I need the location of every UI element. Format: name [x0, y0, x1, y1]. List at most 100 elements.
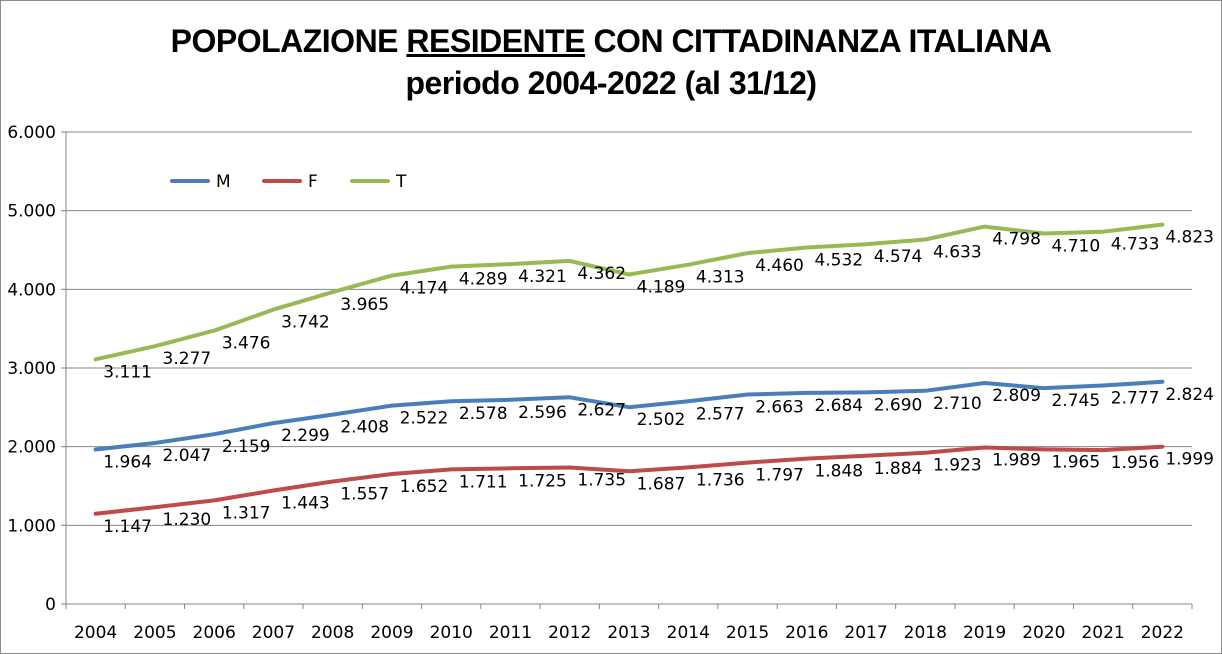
axes: [61, 131, 1193, 609]
x-tick-label: 2010: [430, 623, 473, 643]
data-label-M: 2.690: [874, 395, 923, 415]
data-label-M: 2.159: [222, 437, 271, 457]
x-tick-label: 2019: [963, 623, 1006, 643]
x-tick-label: 2004: [74, 623, 117, 643]
data-label-F: 1.965: [1052, 452, 1101, 472]
data-label-T: 4.633: [933, 243, 982, 263]
series-line-T: [93, 222, 1165, 362]
data-label-T: 4.710: [1052, 236, 1101, 256]
data-label-T: 4.189: [637, 277, 686, 297]
data-label-T: 3.742: [281, 313, 330, 333]
x-tick-label: 2020: [1022, 623, 1065, 643]
data-label-M: 2.299: [281, 426, 330, 446]
data-label-T: 4.174: [400, 279, 449, 299]
data-label-M: 2.710: [933, 394, 982, 414]
data-label-F: 1.797: [755, 466, 804, 486]
data-label-M: 2.577: [696, 404, 745, 424]
x-tick-label: 2017: [844, 623, 887, 643]
data-label-F: 1.687: [637, 474, 686, 494]
y-tick-label: 2.000: [7, 438, 56, 458]
data-label-M: 2.596: [518, 403, 567, 423]
x-tick-label: 2013: [607, 623, 650, 643]
y-tick-label: 1.000: [7, 516, 56, 536]
x-tick-label: 2011: [489, 623, 532, 643]
data-label-F: 1.999: [1165, 450, 1214, 470]
series-lines: [93, 222, 1165, 516]
data-label-F: 1.557: [340, 485, 389, 505]
data-label-M: 2.824: [1165, 385, 1214, 405]
x-tick-label: 2022: [1141, 623, 1184, 643]
data-label-M: 2.777: [1111, 389, 1160, 409]
series-line-M: [93, 379, 1165, 452]
x-tick-label: 2005: [133, 623, 176, 643]
data-label-T: 3.476: [222, 334, 271, 354]
data-labels: 1.964 2.047 2.159 2.299 2.408 2.522 2.578 2.596…: [103, 228, 1214, 537]
y-tick-label: 0: [45, 595, 56, 615]
data-label-F: 1.848: [814, 462, 863, 482]
x-tick-label: 2015: [726, 623, 769, 643]
y-tick-label: 4.000: [7, 280, 56, 300]
data-label-M: 2.522: [400, 409, 449, 429]
data-label-M: 2.684: [814, 396, 863, 416]
data-label-F: 1.317: [222, 503, 271, 523]
y-tick-label: 5.000: [7, 202, 56, 222]
data-label-M: 1.964: [103, 452, 152, 472]
legend-label-F: F: [308, 172, 318, 192]
data-label-F: 1.956: [1111, 453, 1160, 473]
data-label-T: 4.733: [1111, 235, 1160, 255]
chart-subtitle: periodo 2004-2022 (al 31/12): [405, 65, 817, 101]
data-label-T: 4.460: [755, 256, 804, 276]
series-line-F: [93, 444, 1165, 516]
data-label-T: 3.277: [163, 349, 212, 369]
x-tick-label: 2008: [311, 623, 354, 643]
x-tick-label: 2014: [667, 623, 710, 643]
legend-label-T: T: [395, 172, 407, 192]
x-tick-label: 2016: [785, 623, 828, 643]
x-axis-tick-labels: 2004 2005 2006 2007 2008 2009 2010 2011 2012 2013…: [74, 623, 1184, 643]
data-label-F: 1.443: [281, 493, 330, 513]
data-label-F: 1.711: [459, 472, 508, 492]
data-label-M: 2.047: [163, 446, 212, 466]
data-label-T: 4.823: [1165, 228, 1214, 248]
data-label-F: 1.652: [400, 477, 449, 497]
x-tick-label: 2007: [252, 623, 295, 643]
data-label-M: 2.408: [340, 418, 389, 438]
x-tick-label: 2006: [193, 623, 236, 643]
chart-title: POPOLAZIONE RESIDENTE CON CITTADINANZA I…: [0, 20, 1222, 104]
data-label-F: 1.725: [518, 471, 567, 491]
data-label-T: 4.532: [814, 250, 863, 270]
data-label-F: 1.230: [163, 510, 212, 530]
data-label-F: 1.923: [933, 456, 982, 476]
x-tick-label: 2018: [904, 623, 947, 643]
x-tick-label: 2021: [1081, 623, 1124, 643]
title-part-2: CON CITTADINANZA ITALIANA: [585, 23, 1052, 59]
data-label-T: 3.111: [103, 362, 152, 382]
y-tick-label: 3.000: [7, 359, 56, 379]
data-label-T: 4.574: [874, 247, 923, 267]
data-label-T: 4.362: [577, 264, 626, 284]
data-label-F: 1.736: [696, 470, 745, 490]
chart-title-line1: POPOLAZIONE RESIDENTE CON CITTADINANZA I…: [0, 20, 1222, 62]
data-label-T: 3.965: [340, 295, 389, 315]
y-tick-label: 6.000: [7, 123, 56, 143]
y-axis-tick-labels: 0 1.000 2.000 3.000 4.000 5.000 6.000: [7, 123, 56, 615]
title-underlined-word: RESIDENTE: [406, 23, 586, 59]
data-label-F: 1.989: [992, 451, 1041, 471]
title-part-1: POPOLAZIONE: [170, 23, 407, 59]
x-tick-label: 2012: [548, 623, 591, 643]
legend-label-M: M: [216, 172, 231, 192]
data-label-M: 2.663: [755, 398, 804, 418]
data-label-T: 4.321: [518, 267, 567, 287]
data-label-F: 1.147: [103, 517, 152, 537]
data-label-T: 4.313: [696, 268, 745, 288]
data-label-F: 1.884: [874, 459, 923, 479]
data-label-M: 2.745: [1052, 391, 1101, 411]
data-label-F: 1.735: [577, 471, 626, 491]
data-label-M: 2.627: [577, 400, 626, 420]
data-label-M: 2.578: [459, 404, 508, 424]
data-label-T: 4.798: [992, 230, 1041, 250]
data-label-M: 2.502: [637, 410, 686, 430]
